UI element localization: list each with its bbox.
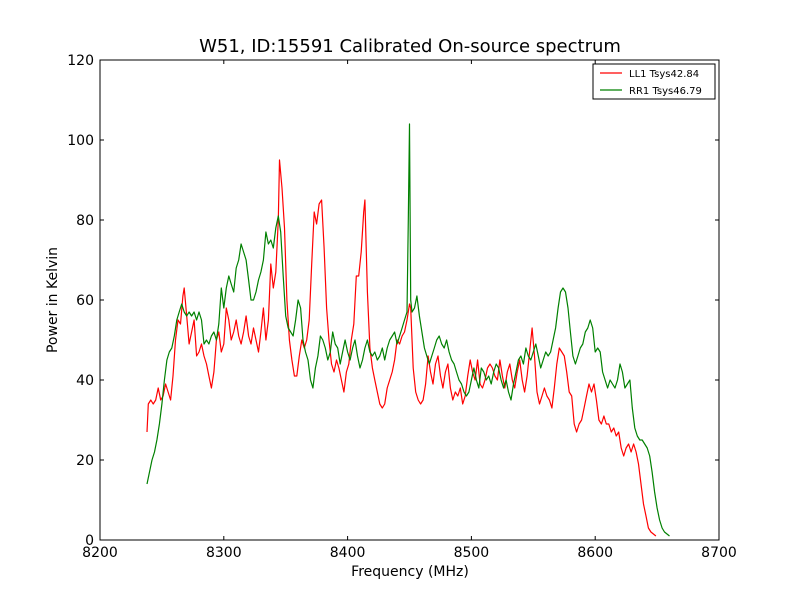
x-tick-label: 8400 xyxy=(330,545,366,561)
x-tick-label: 8700 xyxy=(701,545,737,561)
x-tick-label: 8300 xyxy=(206,545,242,561)
series-line-ll1 xyxy=(146,159,657,537)
series-line-rr1 xyxy=(146,123,670,537)
x-tick-label: 8500 xyxy=(454,545,490,561)
y-tick-label: 40 xyxy=(76,373,94,389)
y-tick-label: 80 xyxy=(76,213,94,229)
y-axis-label: Power in Kelvin xyxy=(45,247,61,353)
x-tick-label: 8200 xyxy=(82,545,118,561)
legend-label-ll1: LL1 Tsys42.84 xyxy=(629,69,699,80)
y-tick-label: 0 xyxy=(85,533,94,549)
y-tick-label: 100 xyxy=(67,133,94,149)
x-tick-label: 8600 xyxy=(577,545,613,561)
tick-layer: 8200 8300 8400 8500 8600 8700 0 20 40 60 80 100 120 xyxy=(67,53,737,561)
legend-label-rr1: RR1 Tsys46.79 xyxy=(629,86,702,97)
y-tick-label: 60 xyxy=(76,293,94,309)
series-layer xyxy=(146,123,670,537)
y-tick-label: 20 xyxy=(76,453,94,469)
x-axis-label: Frequency (MHz) xyxy=(351,564,469,580)
chart-title: W51, ID:15591 Calibrated On-source spect… xyxy=(199,36,621,57)
y-tick-label: 120 xyxy=(67,53,94,69)
legend: LL1 Tsys42.84 RR1 Tsys46.79 xyxy=(592,63,716,100)
legend-box xyxy=(592,63,716,100)
